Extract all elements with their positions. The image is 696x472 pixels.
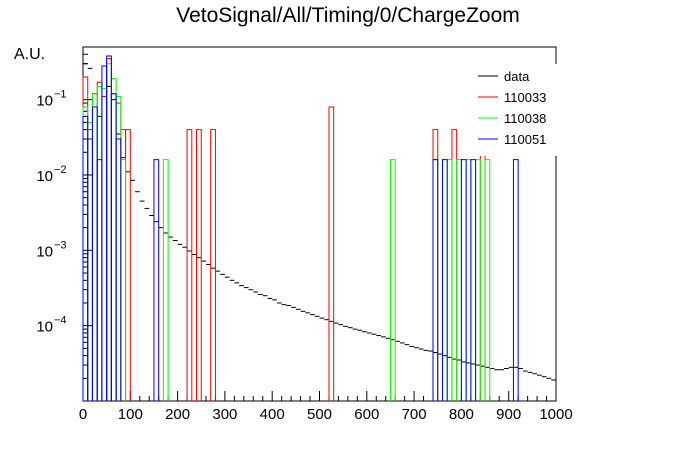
series-110038-bin: [120, 159, 127, 401]
series-110051-bin: [512, 159, 519, 401]
series-110038-bin: [456, 159, 462, 401]
y-tick-label: 10: [36, 93, 53, 110]
legend-label-110033: 110033: [504, 90, 546, 105]
series-110038-bin: [91, 93, 98, 401]
legend: data 110033 110038 110051: [472, 64, 566, 156]
x-tick-label: 500: [307, 406, 332, 423]
series-110038-bin: [106, 63, 112, 401]
series-110038-bin: [96, 85, 103, 401]
x-tick-label: 200: [165, 406, 190, 423]
series-110033-bin: [115, 102, 122, 401]
series-110051-bin: [106, 55, 112, 401]
series-110051-bin: [153, 159, 160, 401]
series-110038-bin: [465, 159, 472, 401]
x-tick-label: 800: [449, 406, 474, 423]
series-110051-bin: [82, 115, 89, 401]
series-110033-bin: [87, 129, 93, 401]
series-110033-bin: [96, 81, 103, 401]
x-tick-label: 700: [402, 406, 427, 423]
x-tick-label: 400: [260, 406, 285, 423]
series-110033-bin: [101, 96, 108, 401]
series-110033-bin: [328, 106, 335, 401]
y-tick-label: 10: [36, 243, 53, 260]
series-110051-bin: [91, 106, 98, 401]
series-110051-bin: [460, 159, 467, 401]
series-110038-bin: [87, 121, 93, 401]
series-110038-bin: [115, 96, 122, 401]
series-110033-bin: [210, 129, 216, 401]
series-110051-bin: [115, 138, 122, 401]
series-110051-bin: [432, 159, 439, 401]
series-110033-bin: [479, 129, 486, 401]
series-110033-bin: [120, 129, 127, 401]
series-110033-bin: [82, 76, 89, 401]
series-110033-bin: [91, 93, 98, 401]
series-110033-bin: [106, 58, 112, 401]
series-110038-bin: [389, 159, 396, 401]
series-110038-bin: [446, 159, 453, 401]
series-110038-bin: [432, 159, 439, 401]
x-tick-label: 100: [118, 406, 143, 423]
series-110051-bin: [110, 93, 117, 401]
series-110051-bin: [470, 159, 477, 401]
series-110051-bin: [101, 65, 108, 401]
series-110033-bin: [110, 93, 117, 401]
x-tick-label: 300: [212, 406, 237, 423]
y-tick-exponent: −4: [54, 315, 67, 327]
series-110038-bin: [484, 159, 491, 401]
x-tick-label: 0: [79, 406, 87, 423]
y-tick-exponent: −1: [54, 89, 67, 101]
y-axis-label: A.U.: [14, 46, 46, 63]
y-tick-label: 10: [36, 319, 53, 336]
plot-area: 0 100 200 300 400 500 600 700 800 900 100010−410−3…: [36, 46, 573, 423]
y-tick-exponent: −3: [54, 239, 67, 251]
y-tick-label: 10: [36, 168, 53, 185]
series-110051-bin: [87, 138, 93, 401]
x-tick-label: 900: [496, 406, 521, 423]
series-110033-bin: [451, 129, 458, 401]
series-110038-bin: [101, 88, 108, 401]
x-tick-label: 600: [354, 406, 379, 423]
chart-title: VetoSignal/All/Timing/0/ChargeZoom: [176, 4, 520, 27]
legend-label-data: data: [504, 69, 530, 84]
x-tick-label: 1000: [539, 406, 572, 423]
series-110033-bin: [196, 129, 202, 401]
series-110051-bin: [96, 159, 103, 401]
legend-box: [472, 64, 566, 156]
legend-label-110051: 110051: [504, 132, 546, 147]
legend-label-110038: 110038: [504, 111, 546, 126]
series-110033-bin: [125, 129, 131, 401]
series-110051-bin: [441, 159, 448, 401]
series-110038-bin: [162, 159, 169, 401]
series-110033-bin: [186, 129, 193, 401]
series-110033-bin: [432, 129, 439, 401]
series-110038-bin: [110, 78, 117, 401]
y-tick-exponent: −2: [54, 164, 67, 176]
